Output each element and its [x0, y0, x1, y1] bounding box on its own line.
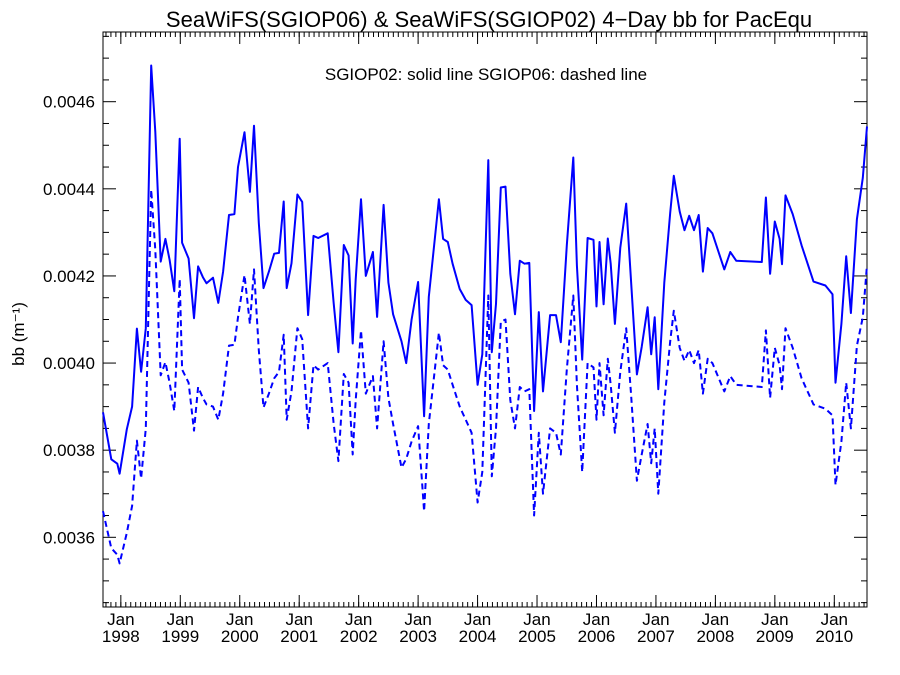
x-tick-year-label: 2000 — [221, 627, 259, 646]
x-tick-year-label: 1998 — [102, 627, 140, 646]
x-tick-month-label: Jan — [107, 610, 134, 629]
y-tick-label: 0.0042 — [43, 267, 95, 286]
x-tick-year-label: 2006 — [578, 627, 616, 646]
x-tick-month-label: Jan — [285, 610, 312, 629]
y-tick-label: 0.0040 — [43, 354, 95, 373]
x-tick-year-label: 2002 — [340, 627, 378, 646]
x-tick-month-label: Jan — [702, 610, 729, 629]
x-tick-year-label: 2005 — [518, 627, 556, 646]
x-tick-month-label: Jan — [583, 610, 610, 629]
plot-axes: 0.00360.00380.00400.00420.00440.0046Jan1… — [43, 31, 868, 646]
y-tick-label: 0.0038 — [43, 441, 95, 460]
x-tick-month-label: Jan — [523, 610, 550, 629]
chart-title: SeaWiFS(SGIOP06) & SeaWiFS(SGIOP02) 4−Da… — [166, 7, 812, 32]
x-tick-month-label: Jan — [464, 610, 491, 629]
x-tick-year-label: 2010 — [815, 627, 853, 646]
y-tick-label: 0.0044 — [43, 180, 95, 199]
x-tick-year-label: 2007 — [637, 627, 675, 646]
x-tick-year-label: 2001 — [280, 627, 318, 646]
y-tick-label: 0.0036 — [43, 528, 95, 547]
x-tick-month-label: Jan — [345, 610, 372, 629]
series-line-sgiop02 — [102, 64, 868, 475]
y-axis-label: bb (m⁻¹) — [9, 302, 28, 366]
x-tick-year-label: 1999 — [161, 627, 199, 646]
x-tick-month-label: Jan — [226, 610, 253, 629]
x-tick-month-label: Jan — [167, 610, 194, 629]
series-style-annotation: SGIOP02: solid line SGIOP06: dashed line — [325, 65, 647, 84]
x-tick-month-label: Jan — [821, 610, 848, 629]
x-tick-year-label: 2008 — [696, 627, 734, 646]
x-tick-month-label: Jan — [642, 610, 669, 629]
series-layer — [102, 64, 868, 565]
x-tick-year-label: 2009 — [756, 627, 794, 646]
series-line-sgiop06 — [102, 188, 868, 565]
x-tick-month-label: Jan — [761, 610, 788, 629]
plot-frame — [102, 31, 868, 608]
y-tick-label: 0.0046 — [43, 93, 95, 112]
x-tick-year-label: 2003 — [399, 627, 437, 646]
x-tick-year-label: 2004 — [459, 627, 497, 646]
x-tick-month-label: Jan — [404, 610, 431, 629]
